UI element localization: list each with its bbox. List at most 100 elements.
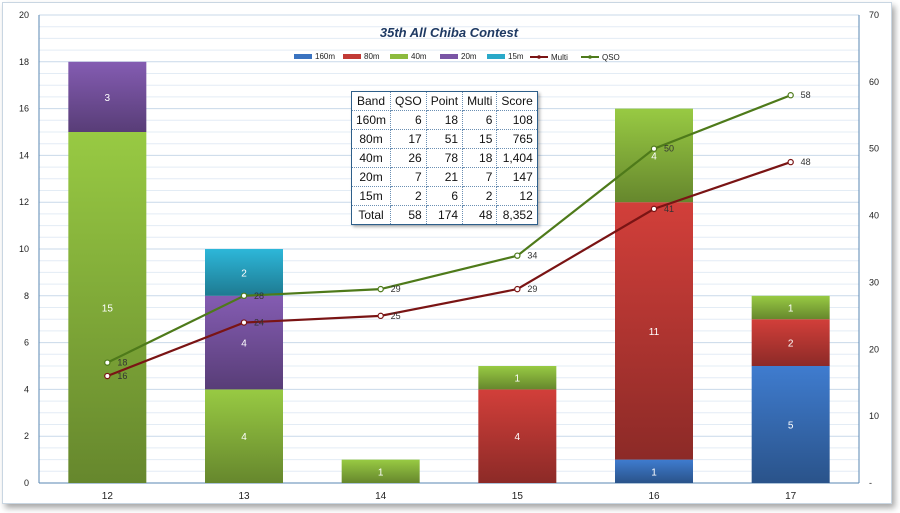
- y2-tick-label: 50: [869, 144, 879, 154]
- bar-segment-40m: [205, 389, 283, 483]
- score-table-cell: 147: [496, 167, 538, 187]
- y-tick-label: 20: [19, 10, 29, 20]
- line-point-QSO: [240, 292, 248, 299]
- line-point-QSO: [377, 285, 384, 293]
- legend-swatch: [440, 54, 458, 59]
- score-table-cell: 7: [390, 167, 427, 187]
- y-tick-label: 4: [24, 384, 29, 394]
- line-value-label: 29: [391, 284, 401, 294]
- score-table-cell: 51: [425, 129, 464, 149]
- y2-tick-label: 30: [869, 277, 879, 287]
- legend-marker: [537, 55, 541, 59]
- chart-frame: 0 2 4 6 8 10 12 14 16 18 20-10 20 30 40 50 60 70 12 13 14 15…: [2, 2, 892, 504]
- line-value-label: 50: [664, 144, 674, 154]
- bar-segment-40m: [341, 459, 420, 483]
- x-tick-label: 13: [238, 491, 250, 502]
- bar-value-label: 4: [651, 151, 657, 162]
- score-table-cell: Total: [350, 205, 392, 225]
- score-table-cell: 40m: [350, 148, 392, 168]
- line-value-label: 34: [527, 251, 537, 261]
- score-table-header: Band QSO Point Multi Score: [350, 91, 538, 111]
- score-table-row: Total 58 174 48 8,352: [350, 205, 538, 225]
- line-point-QSO: [514, 252, 521, 259]
- line-point-QSO: [104, 359, 111, 366]
- line-value-label: 41: [664, 204, 674, 214]
- bar-value-label: 3: [105, 93, 111, 104]
- bar-segment-40m: [68, 132, 147, 483]
- bar-value-label: 1: [515, 374, 521, 385]
- legend-label: 20m: [461, 52, 477, 61]
- bar-value-label: 5: [788, 421, 794, 432]
- bar-value-label: 2: [788, 339, 794, 350]
- score-table: Band QSO Point Multi Score 160m 6 18 6 108 80m 17 5…: [350, 91, 538, 225]
- bar-value-label: 1: [651, 467, 657, 478]
- score-table-cell: 15: [462, 129, 498, 149]
- score-table-cell: 108: [496, 110, 538, 130]
- legend-label: QSO: [602, 53, 620, 62]
- y-tick-label: 12: [19, 197, 29, 207]
- score-table-row: 40m 26 78 18 1,404: [350, 148, 538, 168]
- x-tick-label: 15: [512, 491, 524, 502]
- line-point-QSO: [650, 145, 658, 152]
- score-table-cell: 12: [496, 186, 538, 206]
- y-tick-label: 16: [19, 104, 29, 114]
- line-point-QSO: [787, 92, 794, 99]
- bar-segment-40m: [478, 366, 557, 390]
- legend-label: 160m: [315, 52, 335, 61]
- bar-value-label: 1: [378, 467, 384, 478]
- y-tick-label: 6: [24, 338, 29, 348]
- y-tick-label: 10: [19, 244, 29, 254]
- legend-marker: [588, 55, 592, 59]
- y2-tick-label: 10: [869, 411, 879, 421]
- score-table-cell: 7: [462, 167, 498, 187]
- bar-value-label: 15: [102, 304, 114, 315]
- bar-value-label: 11: [649, 327, 660, 338]
- score-table-cell: 18: [425, 110, 464, 130]
- legend-swatch: [487, 54, 505, 59]
- score-table-header-cell: Point: [425, 91, 464, 111]
- legend-label: 40m: [411, 52, 427, 61]
- legend-swatch: [390, 54, 408, 59]
- score-table-cell: 174: [425, 205, 464, 225]
- y-tick-label: 18: [19, 57, 29, 67]
- line-value-label: 48: [801, 157, 811, 167]
- line-value-label: 28: [254, 291, 264, 301]
- y-tick-label: 2: [24, 431, 29, 441]
- bar-segment-15m: [205, 249, 283, 296]
- score-table-cell: 2: [390, 186, 427, 206]
- score-table-header-cell: Score: [496, 91, 538, 111]
- score-table-header-cell: QSO: [390, 91, 427, 111]
- score-table-cell: 2: [462, 186, 498, 206]
- score-table-cell: 58: [390, 205, 427, 225]
- bar-segment-40m: [751, 295, 830, 320]
- legend-label: 80m: [364, 52, 380, 61]
- score-table-cell: 18: [462, 148, 498, 168]
- score-table-cell: 8,352: [496, 205, 538, 225]
- bar-segment-80m: [751, 319, 830, 366]
- score-table-cell: 15m: [350, 186, 392, 206]
- line-QSO: [106, 94, 792, 364]
- line-point-Multi: [514, 285, 521, 293]
- legend-swatch: [294, 54, 312, 59]
- legend-swatch: [343, 54, 361, 59]
- y-tick-label: 14: [19, 150, 29, 160]
- score-table-row: 160m 6 18 6 108: [350, 110, 538, 130]
- bar-segment-160m: [751, 366, 830, 483]
- legend-label: 15m: [508, 52, 524, 61]
- score-table-cell: 20m: [350, 167, 392, 187]
- line-value-label: 18: [117, 358, 127, 368]
- y2-tick-label: 60: [869, 77, 879, 87]
- score-table-cell: 48: [462, 205, 498, 225]
- score-table-cell: 80m: [350, 129, 392, 149]
- line-value-label: 16: [117, 371, 127, 381]
- bar-value-label: 4: [515, 432, 521, 443]
- x-tick-label: 17: [785, 491, 797, 502]
- bar-segment-160m: [615, 459, 693, 483]
- legend-label: Multi: [551, 53, 568, 62]
- y-tick-label: 8: [24, 291, 29, 301]
- bar-value-label: 2: [241, 268, 247, 279]
- line-point-Multi: [787, 158, 794, 166]
- score-table-cell: 6: [425, 186, 464, 206]
- bar-segment-80m: [615, 202, 693, 460]
- score-table-cell: 21: [425, 167, 464, 187]
